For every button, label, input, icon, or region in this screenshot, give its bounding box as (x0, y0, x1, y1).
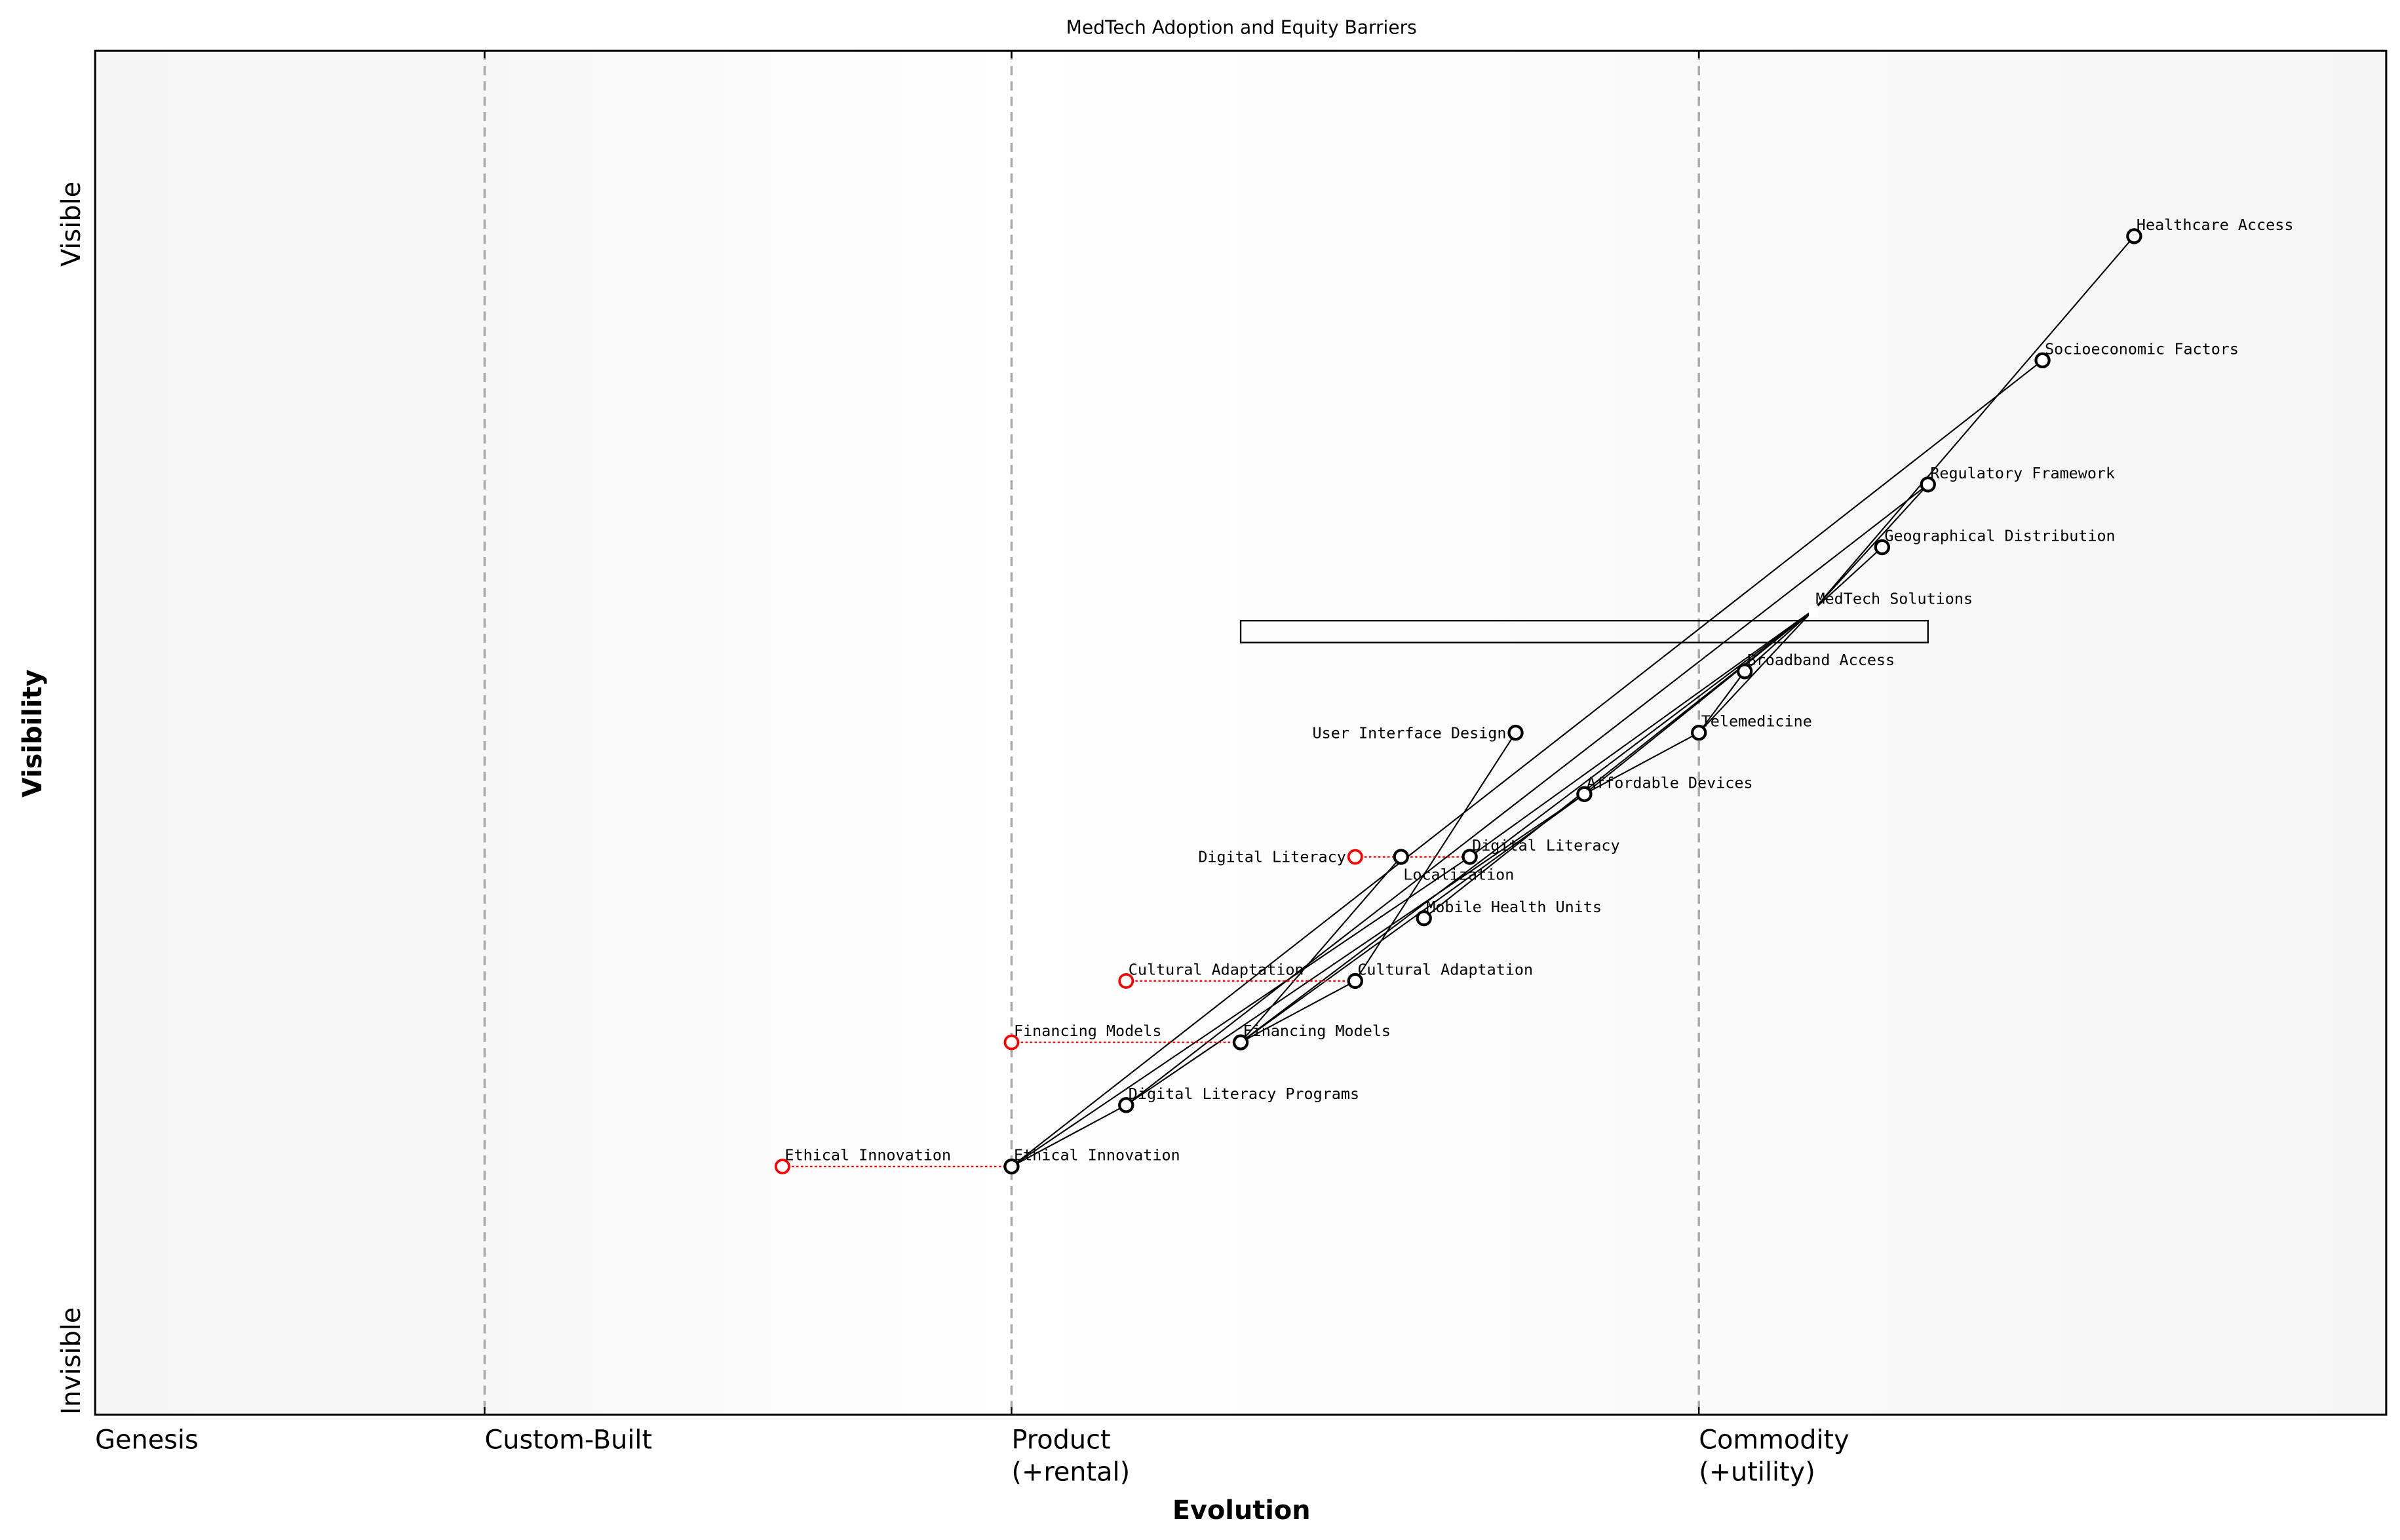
previous-position-label: Cultural Adaptation (1129, 961, 1304, 979)
component-label: Digital Literacy Programs (1129, 1085, 1359, 1103)
component-marker (1736, 663, 1753, 680)
component-marker (1232, 1034, 1249, 1050)
previous-position-label: Digital Literacy (1198, 848, 1345, 866)
component-label: Regulatory Framework (1930, 464, 2115, 482)
component-marker (2034, 352, 2051, 369)
dependency-link (1011, 1104, 1127, 1167)
component-label: Digital Literacy (1472, 836, 1619, 855)
stage-label: Commodity (1699, 1425, 1849, 1455)
dependency-link (1583, 732, 1699, 795)
dependency-link (1240, 980, 1356, 1043)
component-label: Ethical Innovation (1014, 1146, 1180, 1165)
dependency-link (1744, 609, 1814, 672)
dependency-link (1423, 609, 1814, 919)
previous-position-marker (1347, 849, 1363, 865)
plot-background (95, 50, 2386, 1415)
dependency-link (1240, 609, 1814, 1043)
component-label: Healthcare Access (2137, 216, 2294, 234)
component-marker (1576, 786, 1593, 802)
dependency-link (1698, 609, 1814, 733)
dependency-link (1011, 856, 1471, 1167)
component-marker (1507, 724, 1524, 741)
previous-position-marker (1118, 973, 1134, 989)
plot-frame (94, 49, 2388, 1416)
dependency-link (1125, 484, 1929, 1106)
stage-label: Custom-Built (484, 1425, 652, 1455)
component-label: Telemedicine (1701, 712, 1812, 731)
y-axis-label: Visibility (18, 669, 48, 798)
component-label: Cultural Adaptation (1357, 961, 1533, 979)
previous-position-marker (774, 1159, 790, 1174)
dependency-link (1813, 484, 1929, 611)
stage-label: Genesis (95, 1425, 199, 1455)
dependency-link (1240, 856, 1402, 1043)
y-bottom-label: Invisible (56, 1307, 87, 1415)
component-label: Affordable Devices (1587, 773, 1753, 792)
component-marker (1118, 1097, 1134, 1113)
component-label: Geographical Distribution (1884, 527, 2115, 545)
chart-title: MedTech Adoption and Equity Barriers (1066, 17, 1417, 39)
component-label: Socioeconomic Factors (2045, 339, 2239, 358)
component-marker (1003, 1158, 1020, 1175)
component-marker (1347, 972, 1364, 990)
component-label: Localization (1403, 866, 1514, 884)
dependency-link (1469, 609, 1814, 858)
component-marker (1393, 849, 1409, 865)
component-marker (1691, 724, 1707, 741)
component-label: Broadband Access (1747, 651, 1895, 669)
component-marker (1874, 539, 1891, 556)
component-label: Financing Models (1243, 1022, 1391, 1040)
previous-position-label: Ethical Innovation (784, 1146, 951, 1165)
component-marker (1416, 910, 1432, 927)
pipeline (1239, 619, 1929, 644)
dependency-link (1125, 793, 1585, 1106)
component-marker (1920, 476, 1936, 493)
component-marker (2126, 228, 2142, 244)
dependency-link (1240, 793, 1585, 1043)
dependency-link (1813, 235, 2135, 611)
previous-position-marker (1003, 1034, 1020, 1050)
dependency-link (1698, 670, 1745, 733)
component-label: User Interface Design (1313, 723, 1507, 742)
dependency-link (1011, 360, 2043, 1167)
previous-position-label: Financing Models (1014, 1022, 1161, 1040)
component-label: Mobile Health Units (1426, 898, 1602, 916)
stage-sublabel: (+rental) (1011, 1457, 1130, 1488)
component-marker (1461, 849, 1478, 865)
component-label: MedTech Solutions (1815, 589, 1973, 607)
dependency-link (1813, 547, 1883, 611)
x-axis-label: Evolution (1172, 1495, 1311, 1526)
y-top-label: Visible (56, 182, 87, 267)
stage-sublabel: (+utility) (1699, 1457, 1815, 1488)
component-marker (1808, 605, 1819, 618)
stage-label: Product (1011, 1425, 1110, 1455)
